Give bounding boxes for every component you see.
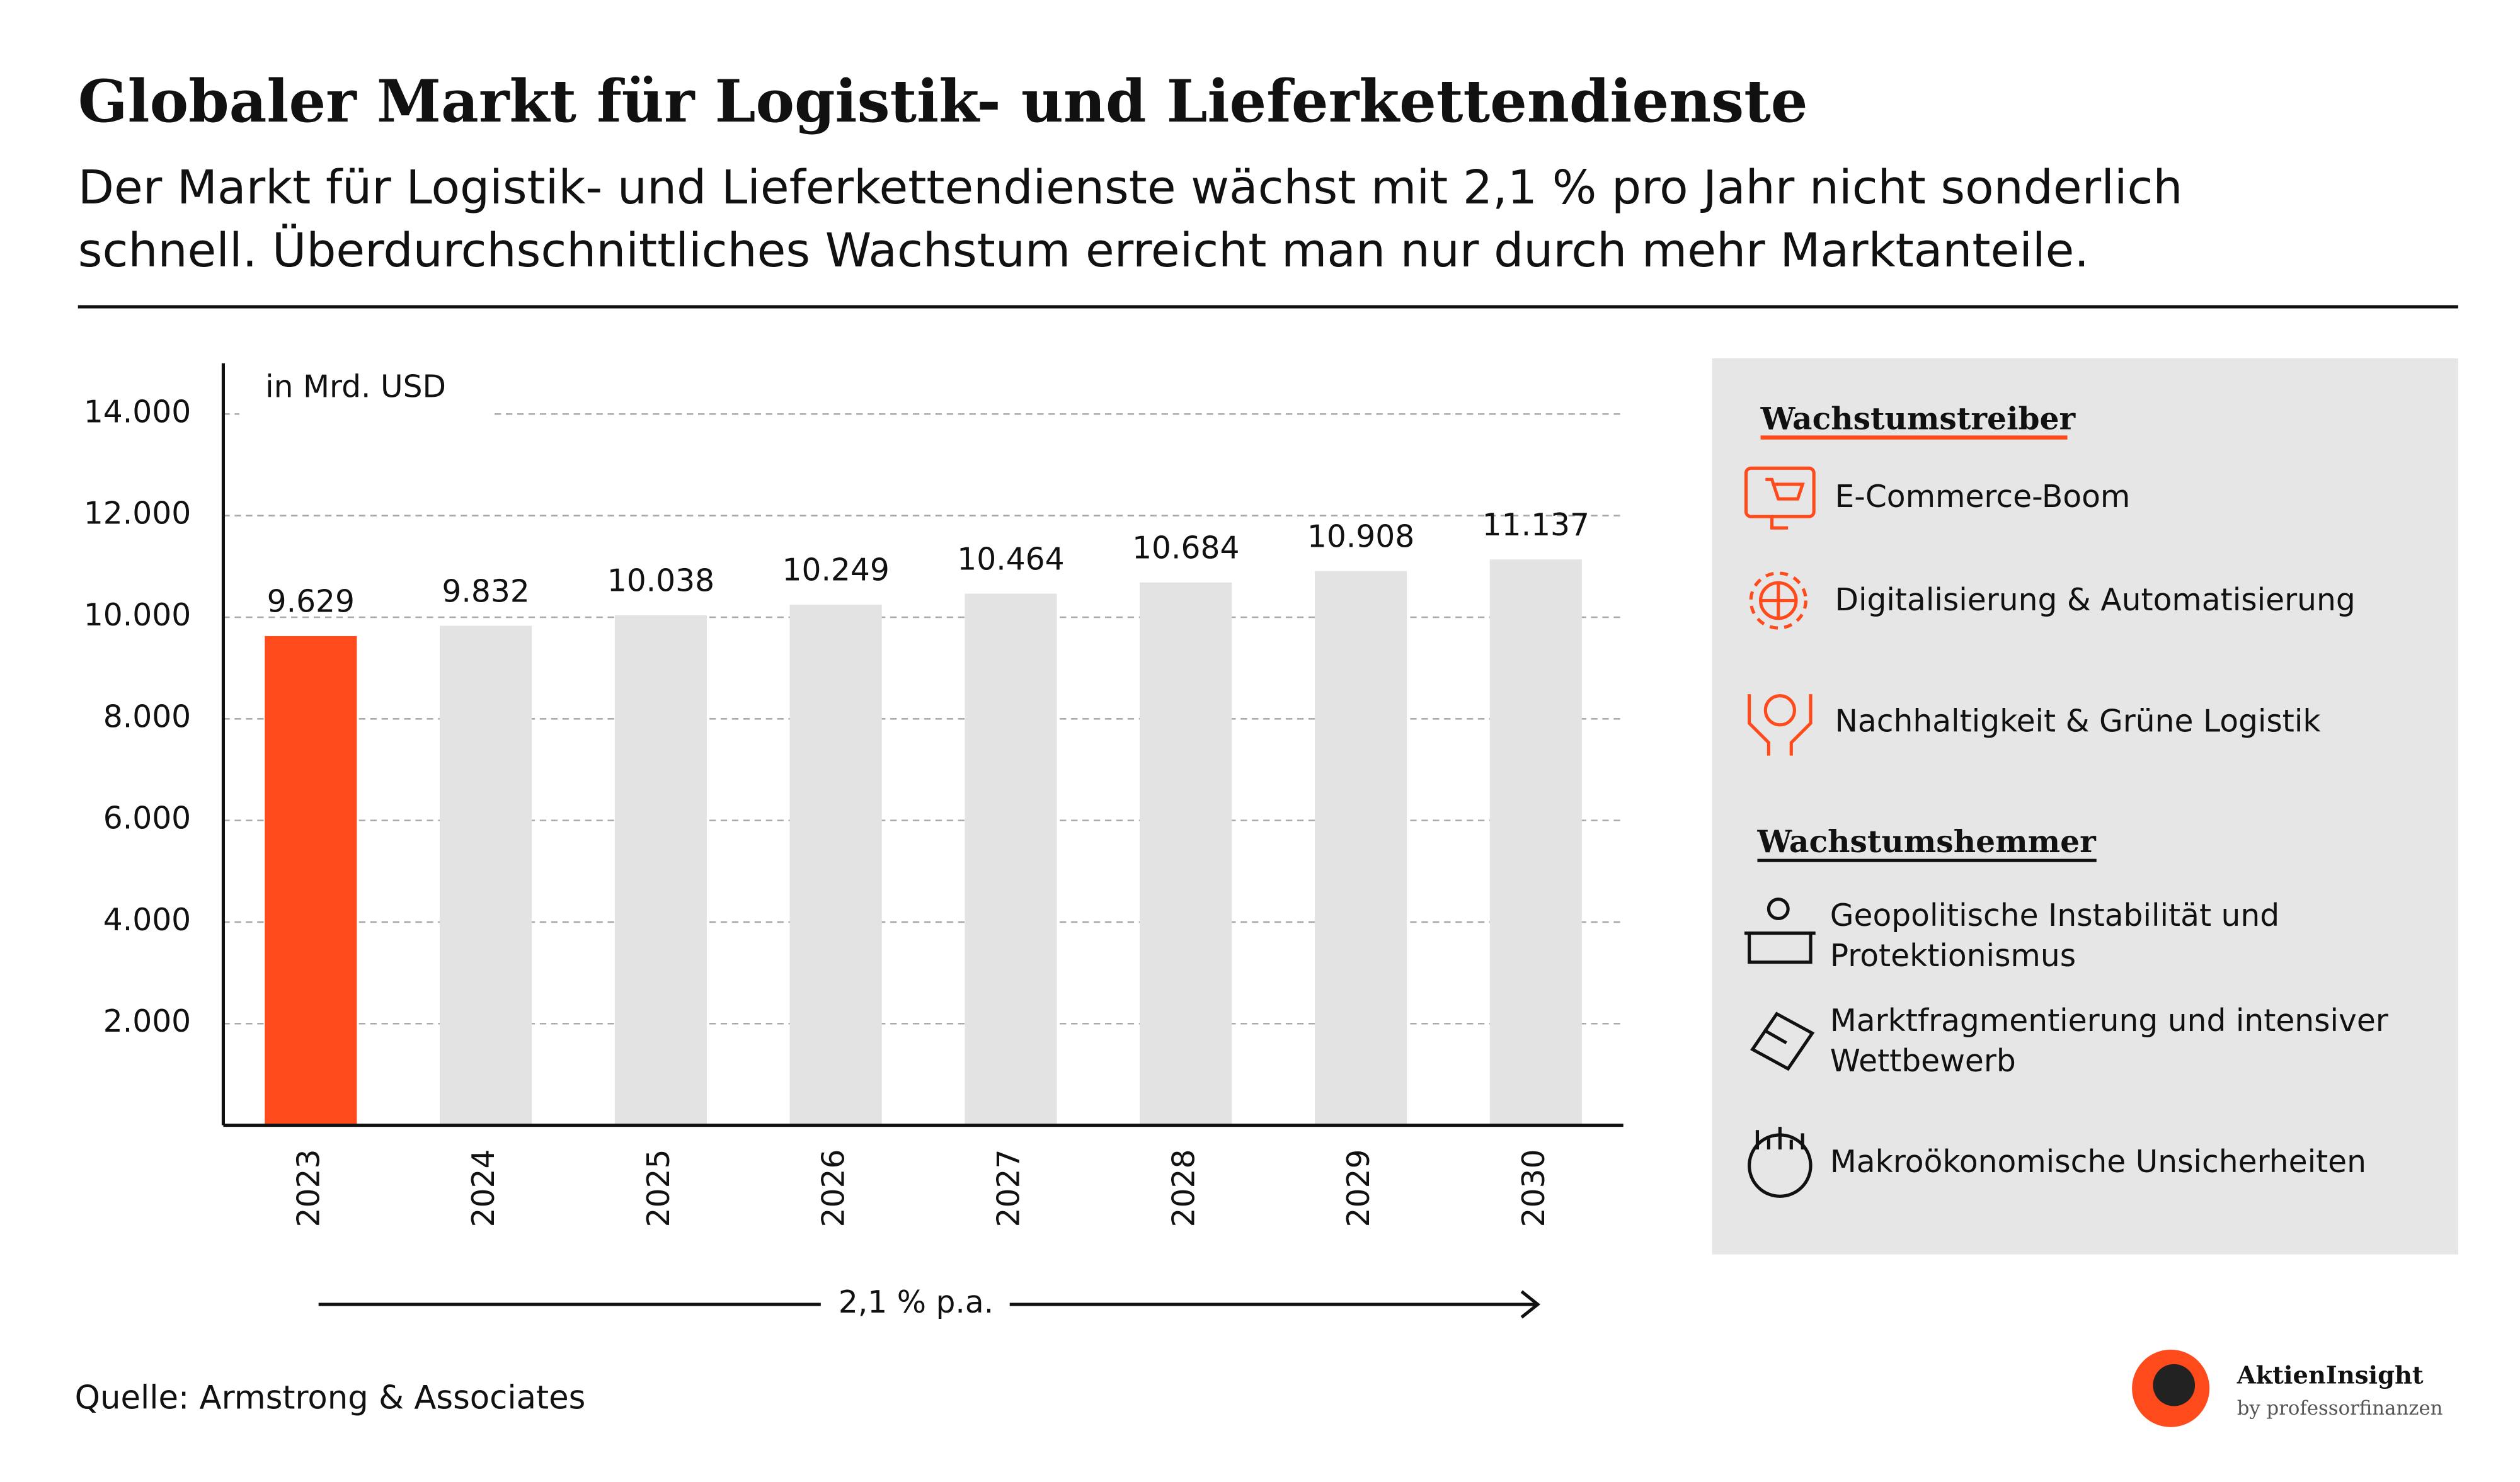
sidebar-panel bbox=[1712, 358, 2458, 1255]
y-tick-label: 10.000 bbox=[84, 598, 191, 633]
bar bbox=[614, 615, 707, 1126]
value-label: 10.464 bbox=[957, 542, 1064, 577]
bar bbox=[1140, 582, 1232, 1126]
unit-label: in Mrd. USD bbox=[265, 370, 446, 405]
sidebar-item: Protektionismus bbox=[1830, 938, 2076, 974]
title: Globaler Markt für Logistik- und Lieferk… bbox=[78, 67, 1808, 135]
y-tick-label: 12.000 bbox=[84, 496, 191, 532]
subtitle: Der Markt für Logistik- und Lieferketten… bbox=[78, 160, 2183, 215]
brand-logo bbox=[2153, 1364, 2196, 1406]
y-tick-label: 2.000 bbox=[103, 1004, 191, 1039]
brand-tagline: by professorfinanzen bbox=[2237, 1397, 2443, 1420]
value-label: 10.908 bbox=[1307, 519, 1414, 554]
sidebar-item: Makroökonomische Unsicherheiten bbox=[1830, 1144, 2366, 1180]
value-label: 11.137 bbox=[1482, 508, 1589, 543]
x-tick-label: 2025 bbox=[641, 1149, 677, 1228]
inhibitor-icons bbox=[1744, 898, 1816, 1198]
label-background bbox=[239, 368, 490, 417]
value-label: 9.629 bbox=[267, 584, 355, 620]
sidebar-item: Marktfragmentierung und intensiver bbox=[1830, 1003, 2389, 1039]
x-tick-label: 2030 bbox=[1516, 1149, 1552, 1228]
x-tick-label: 2023 bbox=[291, 1149, 326, 1228]
value-label: 9.832 bbox=[442, 574, 529, 609]
bar bbox=[1314, 571, 1407, 1126]
y-tick-label: 8.000 bbox=[103, 699, 191, 734]
subtitle: schnell. Überdurchschnittliches Wachstum… bbox=[78, 223, 2089, 278]
value-label: 10.684 bbox=[1132, 531, 1239, 566]
value-label: 10.249 bbox=[782, 553, 890, 588]
value-label: 10.038 bbox=[607, 564, 714, 599]
inhibitors-heading: Wachstumshemmer bbox=[1756, 824, 2097, 860]
y-tick-label: 4.000 bbox=[103, 903, 191, 938]
sidebar-item: Wettbewerb bbox=[1830, 1044, 2016, 1079]
sidebar-item: Geopolitische Instabilität und bbox=[1830, 898, 2279, 933]
bar bbox=[789, 604, 882, 1126]
x-tick-label: 2028 bbox=[1166, 1149, 1201, 1228]
bar bbox=[265, 636, 357, 1126]
arrow-head bbox=[1520, 1290, 1540, 1319]
bar bbox=[440, 625, 532, 1126]
x-tick-label: 2029 bbox=[1341, 1149, 1377, 1228]
drivers-heading: Wachstumstreiber bbox=[1760, 401, 2076, 436]
bar bbox=[965, 593, 1057, 1126]
x-tick-label: 2026 bbox=[816, 1149, 852, 1228]
growth-label: 2,1 % p.a. bbox=[839, 1285, 994, 1320]
y-tick-label: 6.000 bbox=[103, 801, 191, 836]
bar bbox=[1489, 559, 1582, 1126]
x-tick-label: 2027 bbox=[991, 1149, 1026, 1228]
sidebar-item: Nachhaltigkeit & Grüne Logistik bbox=[1835, 704, 2321, 739]
driver-icons bbox=[1744, 466, 1816, 756]
sidebar-item: E-Commerce-Boom bbox=[1835, 479, 2130, 515]
source: Quelle: Armstrong & Associates bbox=[75, 1379, 586, 1416]
sidebar-item: Digitalisierung & Automatisierung bbox=[1835, 583, 2355, 618]
x-tick-label: 2024 bbox=[466, 1149, 501, 1228]
brand-name: AktienInsight bbox=[2236, 1361, 2424, 1389]
y-tick-label: 14.000 bbox=[84, 394, 191, 430]
